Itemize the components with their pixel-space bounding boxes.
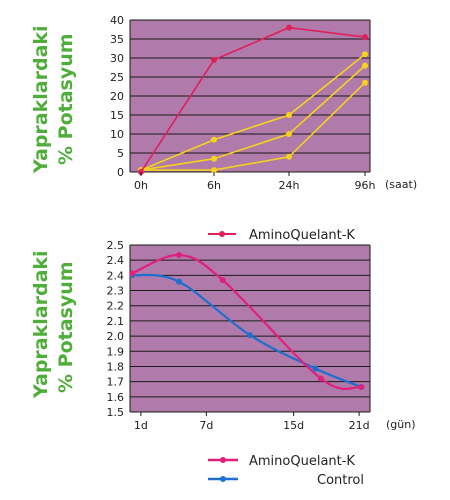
chart-2-legend: AminoQuelant-K Control — [208, 454, 364, 488]
chart-1-series-2-line — [140, 65, 366, 171]
chart-1-x-tick-label: 6h — [207, 179, 221, 192]
chart-2-ylabel-line1: Yapraklardaki — [30, 250, 52, 399]
chart-2-y-tick-label: 1.8 — [107, 360, 125, 373]
chart-1-x-tick-label: 24h — [279, 179, 300, 192]
chart-2-y-tick-label: 2.5 — [107, 239, 125, 252]
chart-2-y-tick-label: 1.9 — [107, 345, 125, 358]
chart-2-legend-marker-2 — [220, 476, 226, 482]
chart-1-y-tick-label: 35 — [110, 33, 124, 46]
chart-2-y-tick-label: 2.1 — [107, 315, 125, 328]
chart-1-series-3-point — [362, 79, 368, 86]
chart-2-y-tick-label: 2.4 — [107, 269, 125, 282]
chart-1-y-tick-label: 30 — [110, 52, 124, 65]
chart-1-series-3-point — [211, 167, 217, 174]
chart-2-y-tick-label: 2.3 — [107, 285, 125, 298]
chart-1-series-1-point — [211, 136, 217, 143]
chart-1-y-tick-label: 25 — [110, 71, 124, 84]
chart-2-series-0-point — [129, 270, 136, 277]
chart-1-y-tick-label: 40 — [110, 14, 124, 27]
chart-2-x-tick-label: 21d — [349, 419, 370, 432]
chart-2-series-0-point — [317, 375, 324, 382]
chart-2-series-1-point — [312, 365, 319, 372]
chart-2-y-tick-label: 2.2 — [107, 300, 125, 313]
chart-2-legend-label-2: Control — [317, 473, 364, 488]
chart-1-series-0-line — [140, 26, 366, 173]
chart-1-y-tick-label: 0 — [117, 166, 124, 179]
chart-2-ylabel-line2: % Potasyum — [55, 261, 77, 393]
chart-2-y-tick-label: 2.0 — [107, 330, 125, 343]
chart-1-series-2-point — [362, 62, 368, 69]
chart-2-y-tick-label: 1.7 — [107, 376, 125, 389]
chart-1-ylabel-line2: % Potasyum — [55, 33, 77, 165]
chart-1-y-tick-label: 10 — [110, 128, 124, 141]
chart-2-y-tick-label: 2.4 — [107, 254, 125, 267]
chart-1-x-unit: (saat) — [385, 178, 417, 191]
chart-2-legend-label-1: AminoQuelant-K — [249, 454, 355, 469]
chart-2-y-tick-label: 1.5 — [107, 406, 125, 419]
chart-1-legend-marker — [219, 231, 225, 237]
chart-1-series-3-line — [141, 82, 366, 171]
chart-2-legend-marker-1 — [220, 457, 226, 463]
chart-2-series-1-point — [247, 332, 253, 339]
chart-1-series-1-line — [140, 53, 366, 171]
chart-2-y-tick-label: 1.6 — [107, 391, 125, 404]
chart-1-series-0-point — [362, 34, 368, 41]
chart-2-series-1-point — [176, 278, 183, 285]
chart-1-y-tick-label: 5 — [117, 147, 124, 160]
chart-1-series-1-point — [286, 112, 292, 118]
chart-2-series-0-point — [358, 383, 365, 390]
chart-1-series-3-point — [286, 153, 292, 160]
chart-2-x-tick-label: 7d — [199, 419, 213, 432]
chart-1-legend-label: AminoQuelant-K — [249, 228, 355, 243]
chart-1-y-tick-label: 20 — [110, 90, 124, 103]
chart-2-series-0-point — [219, 277, 226, 284]
chart-2: Yapraklardaki % Potasyum 1.5 1.6 1.7 1.8 1.9… — [30, 239, 416, 488]
chart-2-series-0-line — [131, 253, 362, 391]
chart-1-series-2-point — [286, 131, 292, 137]
chart-1-series-2-point — [211, 155, 217, 162]
chart-1-series-1-point — [362, 51, 368, 58]
chart-1-legend: AminoQuelant-K — [208, 228, 355, 243]
chart-1-y-tick-label: 15 — [110, 109, 124, 122]
chart-2-x-tick-label: 1d — [134, 419, 148, 432]
chart-2-x-unit: (gün) — [386, 418, 416, 431]
chart-1-x-tick-label: 0h — [134, 179, 148, 192]
chart-1: Yapraklardaki % Potasyum 0 5 10 15 20 25 30 35 4… — [30, 14, 417, 243]
chart-1-ylabel-line1: Yapraklardaki — [30, 25, 52, 174]
chart-1-series-0-point — [211, 56, 217, 63]
chart-2-x-tick-label: 15d — [283, 419, 304, 432]
chart-1-x-tick-label: 96h — [355, 179, 376, 192]
chart-1-series-0-point — [286, 24, 292, 31]
chart-2-series-0-point — [176, 252, 183, 259]
